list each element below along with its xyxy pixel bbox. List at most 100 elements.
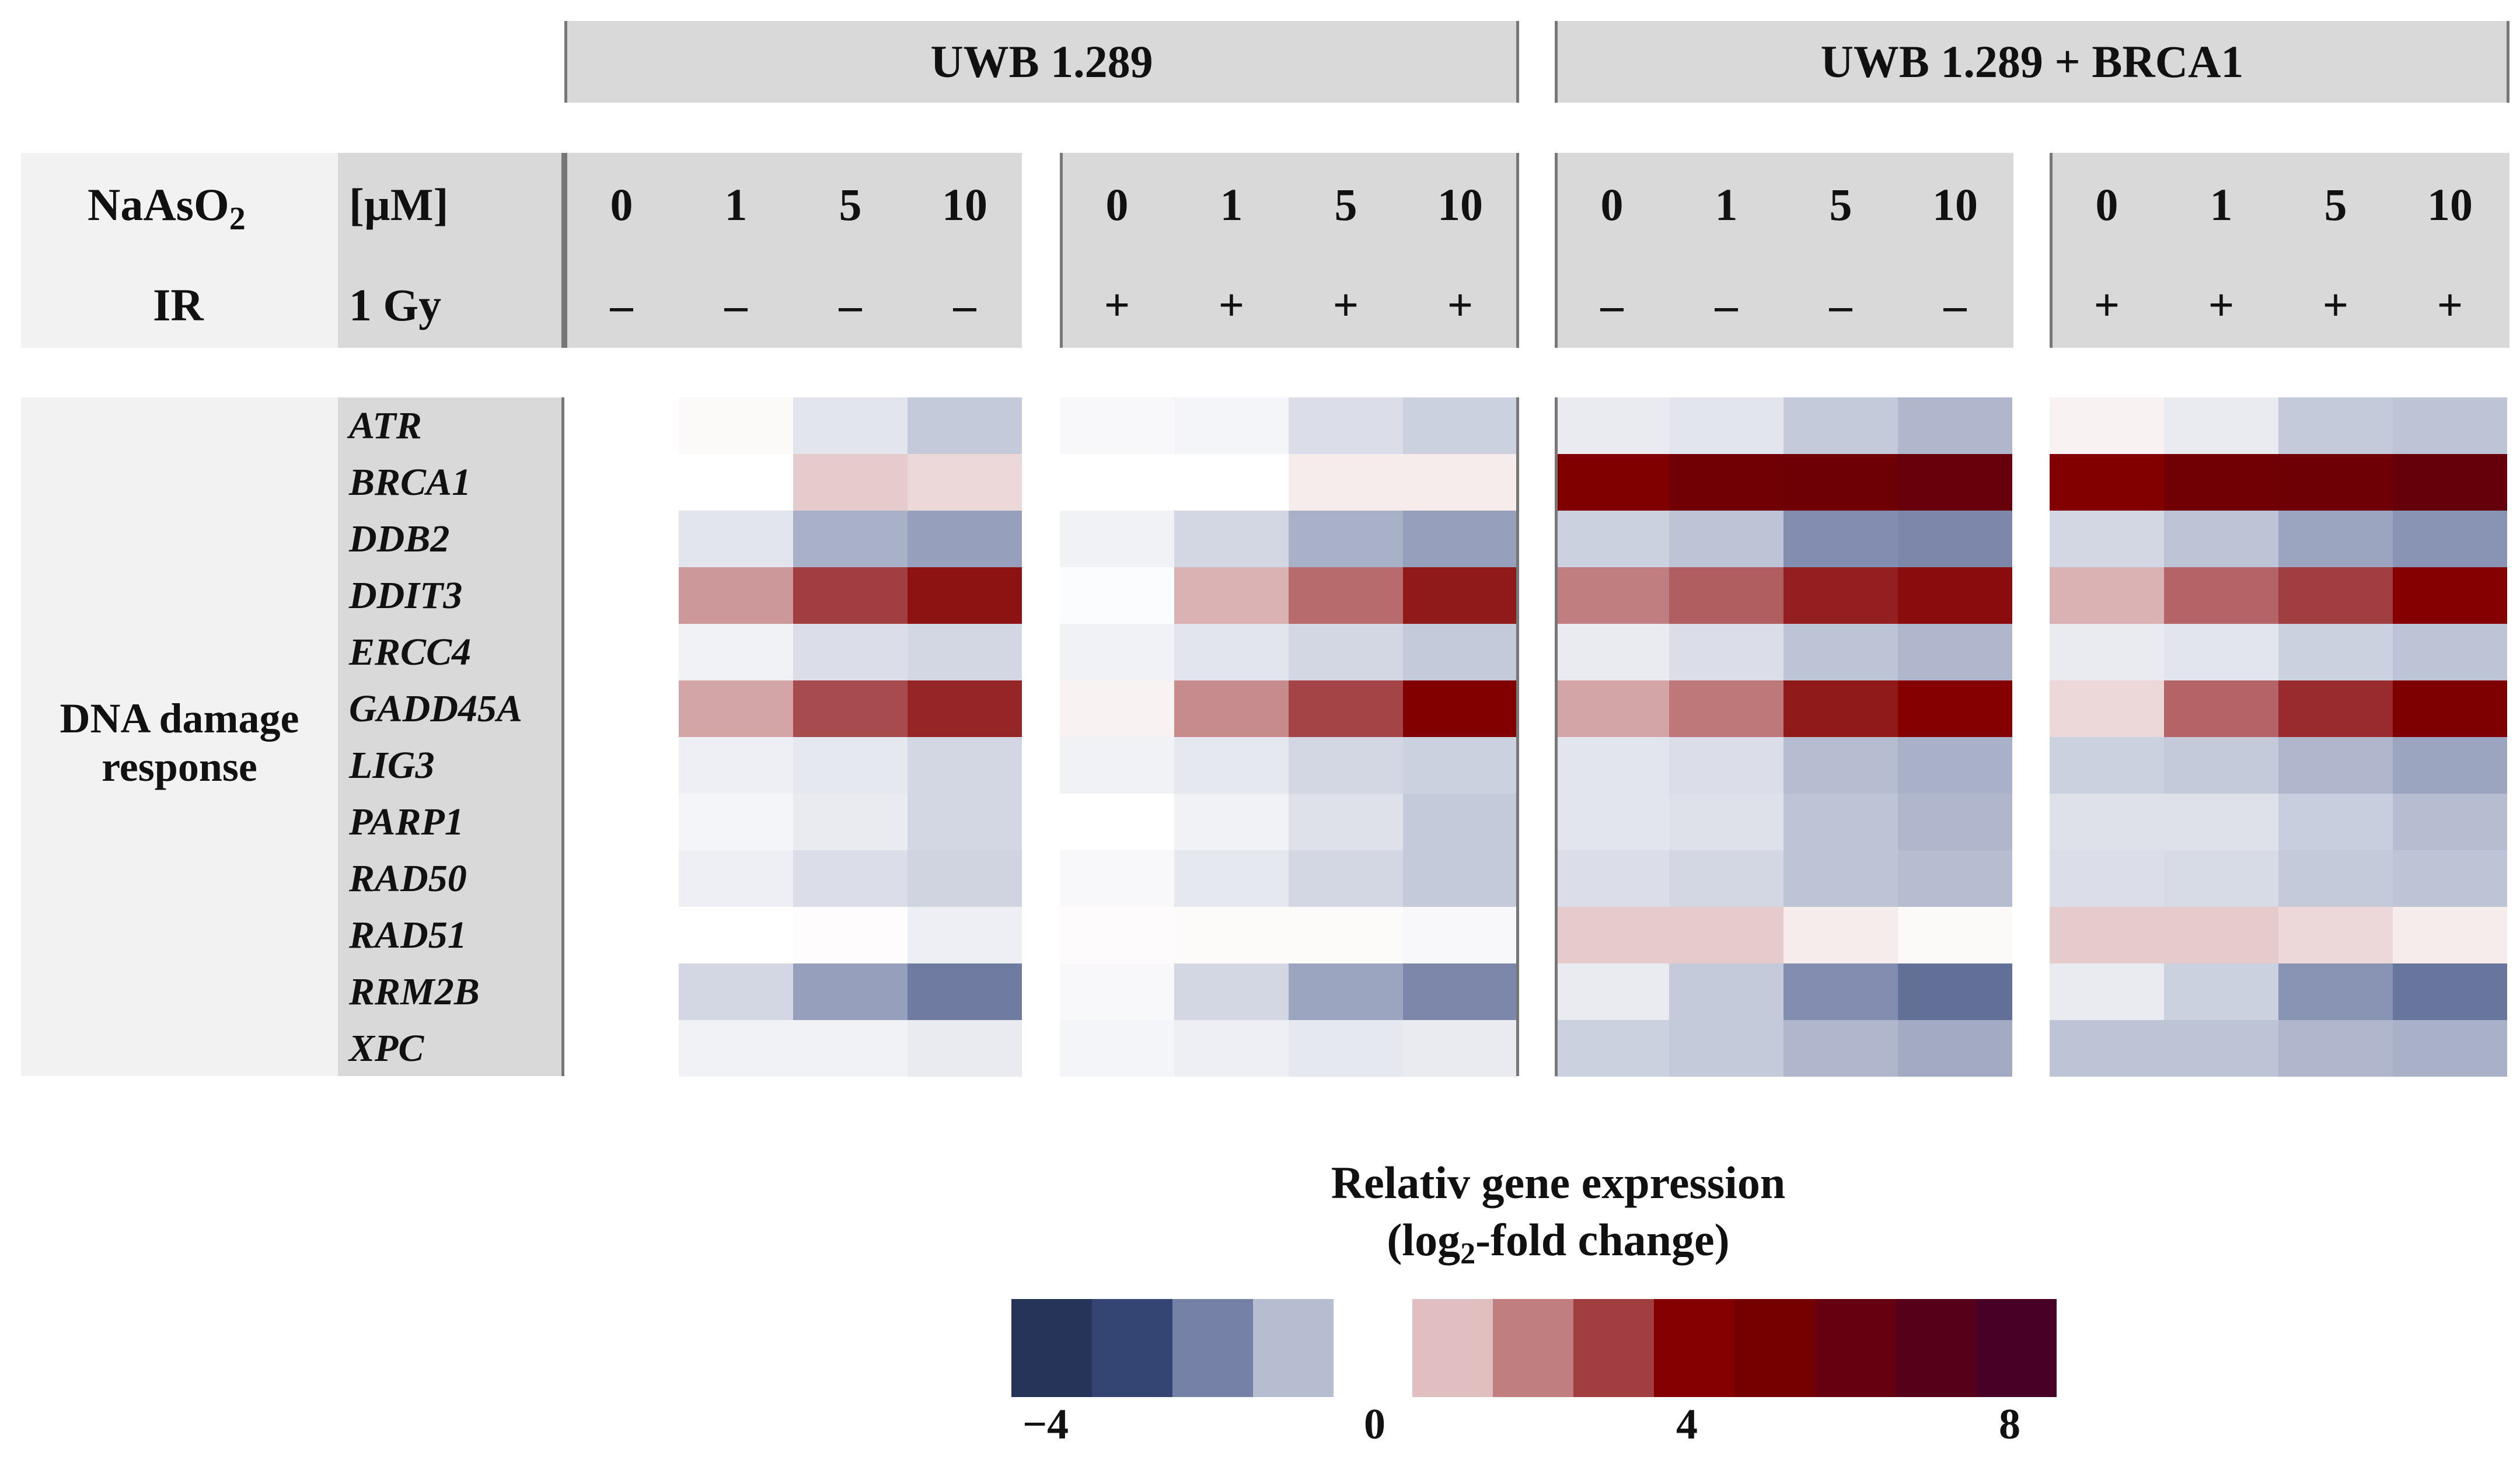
heatmap-cell	[1060, 737, 1174, 794]
heatmap-cell	[2164, 737, 2278, 794]
legend-swatch-positive	[1654, 1299, 1734, 1397]
legend-swatch-negative	[1092, 1299, 1172, 1397]
dose-value: 5	[1334, 179, 1357, 230]
heatmap-cell	[1555, 737, 1669, 794]
heatmap-cell	[2050, 624, 2164, 680]
heatmap-cell	[1555, 850, 1669, 907]
heatmap-cell	[908, 624, 1022, 680]
ir-unit: 1 Gy	[349, 280, 442, 330]
heatmap-cell	[1403, 567, 1517, 624]
heatmap-cell	[1403, 624, 1517, 680]
ir-sign: –	[610, 280, 633, 330]
heatmap-cell	[2050, 1020, 2164, 1077]
heatmap-cell	[793, 454, 908, 511]
heatmap-cell	[1898, 907, 2012, 963]
heatmap-cell	[1060, 397, 1174, 454]
header-panel-1	[564, 153, 1022, 348]
heatmap-cell	[1289, 794, 1403, 850]
heatmap-cell	[908, 850, 1022, 907]
heatmap-cell	[2278, 907, 2393, 963]
legend-tick-neg4: −4	[1022, 1401, 1069, 1448]
heatmap-cell	[2164, 567, 2278, 624]
heatmap-cell	[564, 454, 679, 511]
heatmap-cell	[793, 737, 908, 794]
category-label: DNA damage response	[60, 695, 299, 790]
heatmap-cell	[1403, 850, 1517, 907]
heatmap-cell	[1898, 850, 2012, 907]
heatmap-cell	[679, 454, 793, 511]
heatmap-cell	[1403, 1020, 1517, 1077]
heatmap-cell	[2164, 850, 2278, 907]
ir-sign: +	[2093, 280, 2120, 330]
treatment-unit: [µM]	[349, 179, 449, 230]
heatmap-cell	[1289, 680, 1403, 737]
heatmap-cell	[1898, 567, 2012, 624]
heatmap-cell	[1060, 454, 1174, 511]
heatmap-cell	[679, 907, 793, 963]
dose-value: 10	[2427, 179, 2473, 230]
heatmap-cell	[1898, 737, 2012, 794]
heatmap-cell	[1174, 794, 1289, 850]
heatmap-cell	[1060, 680, 1174, 737]
heatmap-cell	[2050, 454, 2164, 511]
heatmap-cell	[1669, 397, 1783, 454]
legend-swatch-negative	[1253, 1299, 1334, 1397]
group-header-uwb: UWB 1.289	[564, 21, 1519, 103]
heatmap-cell	[908, 1020, 1022, 1077]
heatmap-cell	[793, 794, 908, 850]
heatmap-cell	[1289, 454, 1403, 511]
heatmap-cell	[908, 907, 1022, 963]
legend-swatch-negative	[1011, 1299, 1092, 1397]
heatmap-cell	[2050, 397, 2164, 454]
heatmap-cell	[2393, 624, 2507, 680]
heatmap-cell	[2164, 511, 2278, 567]
heatmap-cell	[908, 963, 1022, 1020]
ir-sign: +	[1104, 280, 1130, 330]
heatmap-cell	[679, 963, 793, 1020]
category-background	[21, 397, 338, 1076]
heatmap-cell	[2050, 963, 2164, 1020]
dose-value: 0	[1600, 179, 1624, 230]
heatmap-cell	[1783, 397, 1898, 454]
dose-value: 0	[610, 179, 633, 230]
heatmap-cell	[1289, 624, 1403, 680]
dose-value: 5	[1829, 179, 1852, 230]
heatmap-cell	[1783, 850, 1898, 907]
heatmap-cell	[2393, 511, 2507, 567]
gene-label: XPC	[349, 1027, 424, 1070]
heatmap-cell	[1898, 1020, 2012, 1077]
heatmap-cell	[564, 963, 679, 1020]
heatmap-cell	[908, 680, 1022, 737]
heatmap-cell	[564, 907, 679, 963]
heatmap-cell	[564, 567, 679, 624]
heatmap-cell	[1783, 907, 1898, 963]
heatmap-border-left-2	[1555, 397, 1558, 1076]
heatmap-cell	[1060, 511, 1174, 567]
ir-sign: –	[1829, 280, 1852, 330]
heatmap-cell	[2164, 397, 2278, 454]
heatmap-cell	[2278, 1020, 2393, 1077]
heatmap-cell	[793, 397, 908, 454]
ir-sign: –	[1715, 280, 1738, 330]
dose-value: 1	[1220, 179, 1243, 230]
heatmap-cell	[1898, 397, 2012, 454]
heatmap-cell	[2050, 907, 2164, 963]
ir-sign: +	[1218, 280, 1245, 330]
heatmap-cell	[1555, 397, 1669, 454]
heatmap-cell	[2164, 624, 2278, 680]
heatmap-cell	[1783, 680, 1898, 737]
ir-sign: –	[724, 280, 748, 330]
heatmap-cell	[1669, 907, 1783, 963]
heatmap-cell	[1783, 454, 1898, 511]
ir-sign: +	[2437, 280, 2463, 330]
heatmap-cell	[2164, 794, 2278, 850]
heatmap-cell	[1060, 850, 1174, 907]
gene-label: DDB2	[349, 518, 450, 560]
heatmap-cell	[2164, 454, 2278, 511]
legend-swatch-positive	[1734, 1299, 1815, 1397]
group-header-uwb-brca1: UWB 1.289 + BRCA1	[1555, 21, 2509, 103]
heatmap-cell	[1555, 624, 1669, 680]
heatmap-cell	[1898, 794, 2012, 850]
heatmap-cell	[1783, 794, 1898, 850]
gene-label-column	[338, 397, 564, 1076]
